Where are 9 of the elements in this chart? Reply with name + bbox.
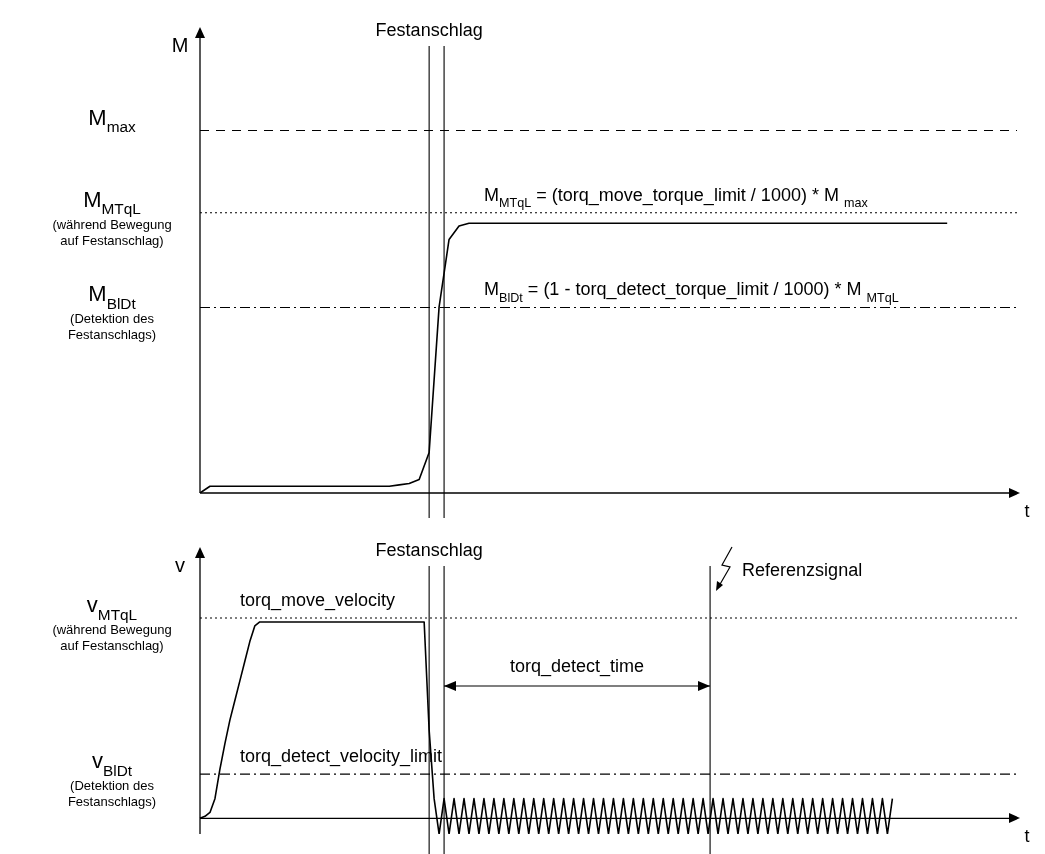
text: Festanschlag (375, 540, 483, 560)
annotation: torq_detect_time (510, 655, 645, 677)
y-axis-title: M (171, 34, 189, 56)
annotation: torq_move_velocity (240, 590, 396, 612)
text: Festanschlag (375, 20, 483, 40)
x-axis-title: t (1024, 826, 1030, 847)
text: Referenzsignal (742, 560, 863, 580)
x-axis-title: t (1024, 501, 1030, 521)
y-axis-title: v (175, 554, 185, 576)
